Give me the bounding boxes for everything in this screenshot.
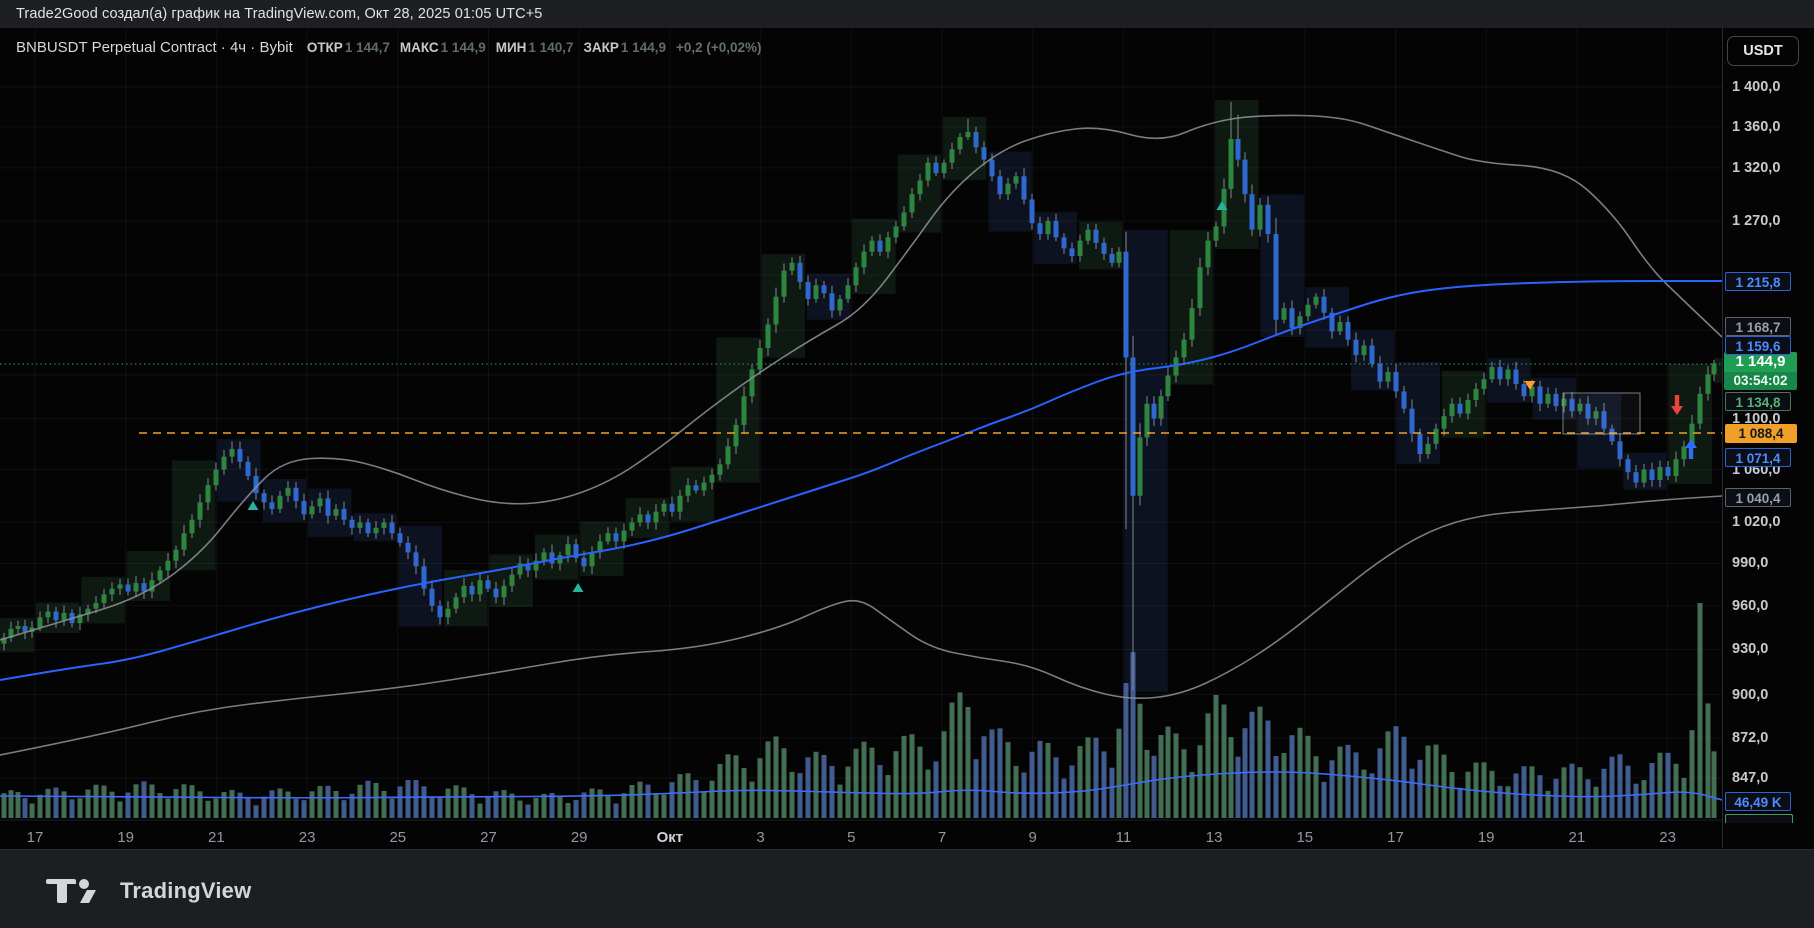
price-axis-label: 960,0	[1732, 597, 1769, 614]
price-axis-label: 872,0	[1732, 730, 1769, 746]
open-value: 1 144,7	[344, 39, 390, 55]
time-axis-label: 9	[1029, 829, 1037, 846]
grid-layer	[0, 28, 1722, 821]
price-axis-label: 900,0	[1732, 686, 1769, 703]
daily-range-boxes-layer	[0, 99, 1722, 692]
low-value: 1 140,7	[528, 39, 574, 55]
tradingview-logo-icon	[46, 879, 96, 903]
time-axis-label: 23	[1659, 829, 1676, 846]
time-axis-label: 5	[847, 829, 855, 846]
time-axis-label: 17	[27, 829, 44, 846]
indicator-value-label: 1 159,6	[1725, 335, 1791, 355]
close-value: 1 144,9	[620, 39, 666, 55]
time-axis-label: 29	[571, 829, 588, 846]
candles-layer	[1, 101, 1717, 690]
attribution-bar: Trade2Good создал(а) график на TradingVi…	[0, 0, 1814, 28]
time-axis-label: 21	[1569, 829, 1586, 846]
price-axis-label: 930,0	[1732, 641, 1769, 658]
price-axis-label: 990,0	[1732, 555, 1769, 572]
indicator-value-label: 1 071,4	[1725, 447, 1791, 467]
time-axis-label: 23	[299, 829, 316, 846]
last-price-label: 1 144,9 03:54:02	[1724, 352, 1797, 390]
price-axis-label: 1 100,0	[1732, 410, 1781, 427]
volume-layer	[0, 603, 1722, 818]
indicator-value-label: 1 088,4	[1725, 423, 1797, 443]
price-axis[interactable]: USDT 1 144,9 03:54:02 1 400,0 1 360,0 1 32…	[1722, 28, 1814, 848]
triangle-down-marker	[1524, 381, 1536, 390]
price-axis-label: 847,0	[1732, 770, 1769, 786]
price-axis-label: 1 320,0	[1732, 159, 1781, 176]
price-axis-label: 1 360,0	[1732, 118, 1781, 135]
close-label: ЗАКР	[583, 39, 619, 55]
bar-countdown: 03:54:02	[1724, 372, 1797, 390]
high-value: 1 144,9	[440, 39, 486, 55]
currency-toggle-button[interactable]: USDT	[1727, 36, 1799, 66]
triangle-up-marker	[572, 583, 584, 592]
indicator-value-label: 46,49 K	[1725, 791, 1791, 811]
time-axis-label: 19	[1478, 829, 1495, 846]
drawing-rectangle[interactable]	[1562, 392, 1641, 435]
arrow-down-marker	[1671, 395, 1683, 415]
indicator-value-label: 1 040,4	[1725, 487, 1791, 507]
time-axis-label: 7	[938, 829, 946, 846]
triangle-up-marker	[247, 501, 259, 510]
time-axis-label: 17	[1387, 829, 1404, 846]
indicator-lines-layer	[0, 114, 1722, 756]
volume-label-clipped	[1725, 814, 1793, 823]
footer-bar: TradingView	[0, 849, 1814, 928]
time-axis[interactable]: 17 19 21 23 25 27 29 Окт 3 5 7 9 11 13 15 17 19 21 23	[27, 829, 1676, 846]
time-axis-label: 3	[756, 829, 764, 846]
time-axis-label: 15	[1296, 829, 1313, 846]
indicator-value-label: 1 134,8	[1725, 391, 1791, 411]
time-axis-label: Окт	[657, 829, 684, 846]
attribution-text: Trade2Good создал(а) график на TradingVi…	[16, 6, 543, 22]
last-price-value: 1 144,9	[1724, 352, 1797, 372]
low-label: МИН	[495, 39, 527, 55]
indicator-value-label: 1 215,8	[1725, 271, 1791, 291]
high-label: МАКС	[399, 39, 439, 55]
tradingview-logo[interactable]: TradingView	[46, 876, 251, 906]
arrow-up-marker	[1685, 439, 1697, 459]
chart-canvas[interactable]: 17 19 21 23 25 27 29 Окт 3 5 7 9 11 13 15 17 19 21 23	[0, 28, 1722, 848]
indicator-value-label: 1 168,7	[1725, 316, 1791, 336]
change-value: +0,2 (+0,02%)	[675, 39, 762, 55]
symbol-legend: BNBUSDT Perpetual Contract · 4ч · Bybit …	[16, 37, 762, 57]
price-axis-label: 1 400,0	[1732, 79, 1781, 95]
time-axis-label: 13	[1206, 829, 1223, 846]
time-axis-label: 27	[480, 829, 497, 846]
tradingview-logo-text: TradingView	[120, 878, 252, 903]
symbol-title: BNBUSDT Perpetual Contract · 4ч · Bybit	[16, 38, 293, 56]
open-label: ОТКР	[306, 39, 343, 55]
time-axis-label: 19	[117, 829, 134, 846]
time-axis-label: 25	[389, 829, 406, 846]
overlays-layer	[0, 201, 1722, 592]
price-axis-label: 1 270,0	[1732, 213, 1781, 229]
time-axis-label: 21	[208, 829, 225, 846]
price-axis-label: 1 020,0	[1732, 514, 1781, 531]
time-axis-label: 11	[1116, 829, 1132, 846]
triangle-up-marker	[1216, 201, 1228, 210]
